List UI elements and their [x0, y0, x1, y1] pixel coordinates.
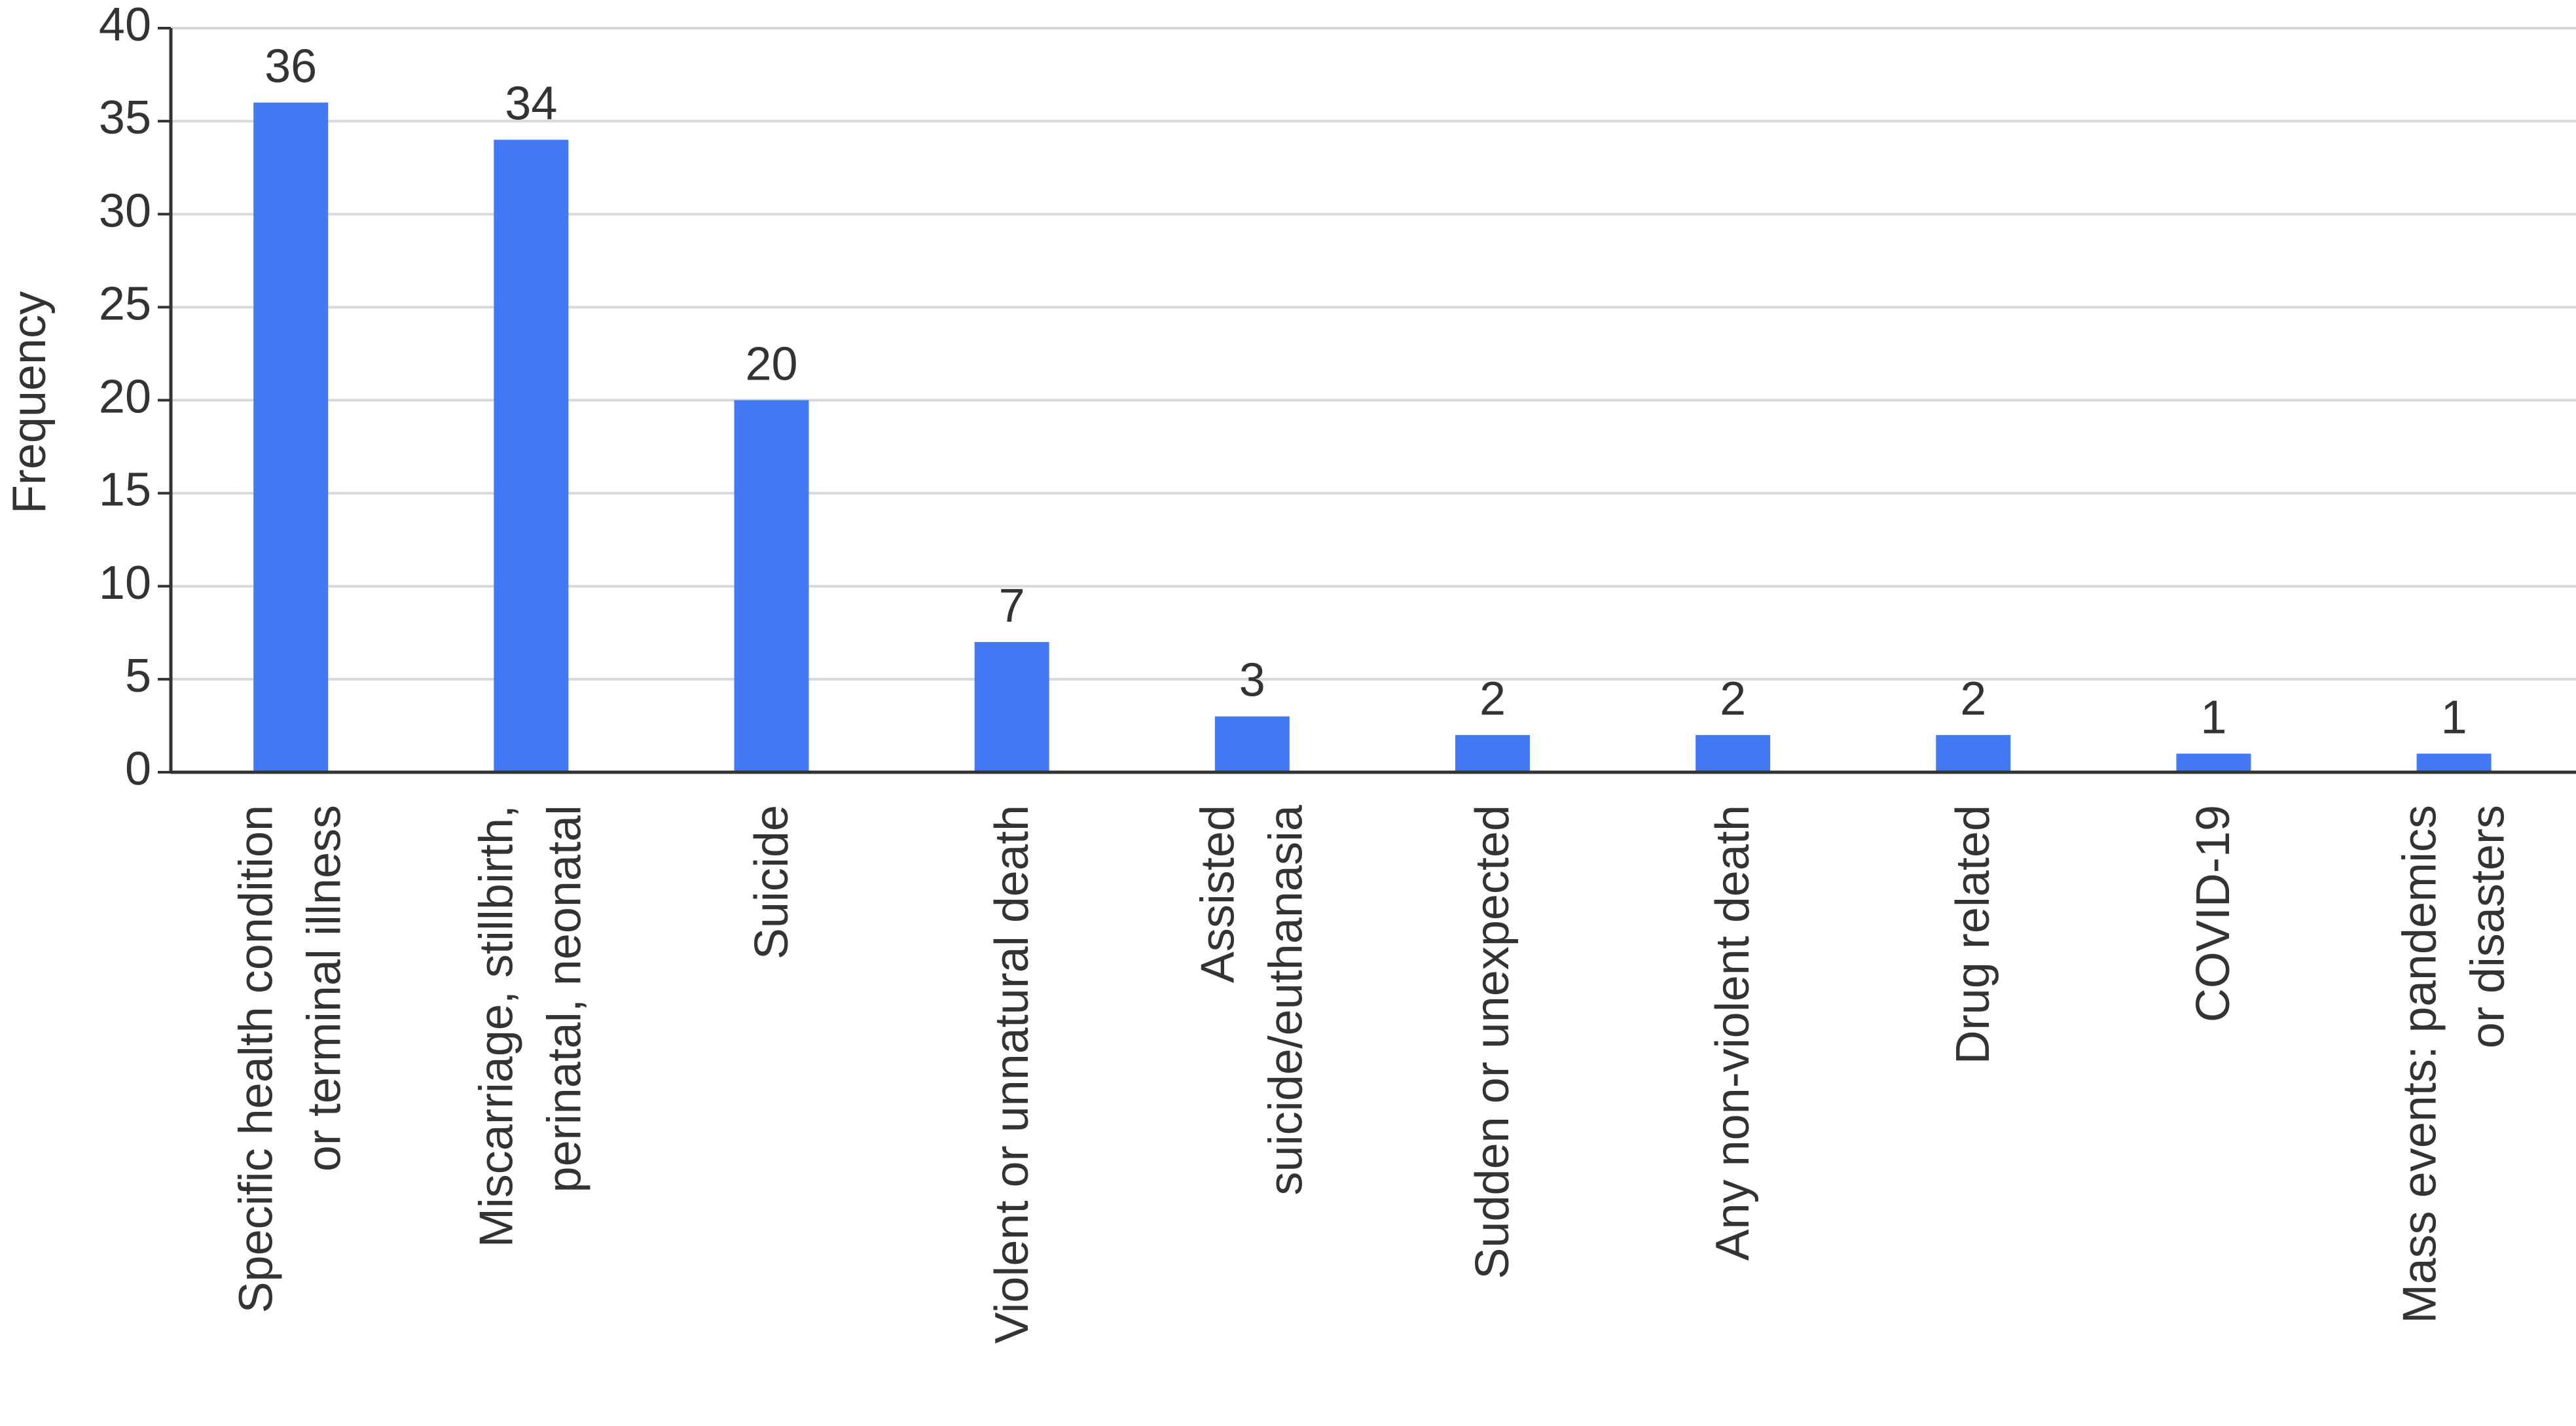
- x-tick-label: Mass events: pandemics or disasters: [2393, 805, 2514, 1324]
- y-tick-label: 35: [99, 92, 151, 144]
- bar: [2176, 753, 2251, 772]
- bar: [253, 102, 329, 772]
- value-label: 7: [999, 580, 1025, 632]
- x-tick-label: Suicide: [745, 805, 798, 960]
- x-tick-label: Violent or unnatural death: [985, 805, 1038, 1344]
- x-tick-label: Drug related: [1947, 805, 2000, 1065]
- y-tick-label: 15: [99, 464, 151, 516]
- value-label: 1: [2200, 692, 2226, 744]
- bar: [1696, 735, 1771, 772]
- value-label: 1: [2441, 692, 2467, 744]
- x-tick-label: Sudden or unexpected: [1466, 805, 1519, 1279]
- x-tick-label: Assisted suicide/euthanasia: [1191, 805, 1313, 1196]
- value-label: 20: [745, 338, 797, 391]
- value-label: 2: [1479, 673, 1506, 725]
- y-tick-label: 30: [99, 185, 151, 237]
- bar: [1936, 735, 2011, 772]
- value-label: 2: [1960, 673, 1986, 725]
- x-tick-label: Any non-violent death: [1706, 805, 1759, 1261]
- y-tick-label: 5: [125, 650, 151, 702]
- x-tick-label: COVID-19: [2187, 805, 2240, 1023]
- y-tick-label: 25: [99, 277, 151, 330]
- value-label: 36: [264, 41, 317, 93]
- y-tick-label: 40: [99, 0, 151, 51]
- bar: [1455, 735, 1530, 772]
- y-tick-label: 20: [99, 371, 151, 423]
- value-label: 3: [1239, 654, 1265, 707]
- bar: [1214, 716, 1290, 772]
- bar: [2416, 753, 2492, 772]
- x-tick-label: Specific health condition or terminal il…: [230, 805, 352, 1313]
- bar: [734, 400, 809, 772]
- value-label: 2: [1720, 673, 1746, 725]
- y-tick-label: 10: [99, 557, 151, 609]
- value-label: 34: [505, 78, 557, 130]
- x-tick-label: Miscarriage, stillbirth, perinatal, neon…: [470, 805, 592, 1248]
- bar: [494, 139, 569, 773]
- y-tick-label: 0: [125, 743, 151, 795]
- bar: [974, 642, 1049, 772]
- y-axis-title: Frequency: [3, 291, 56, 514]
